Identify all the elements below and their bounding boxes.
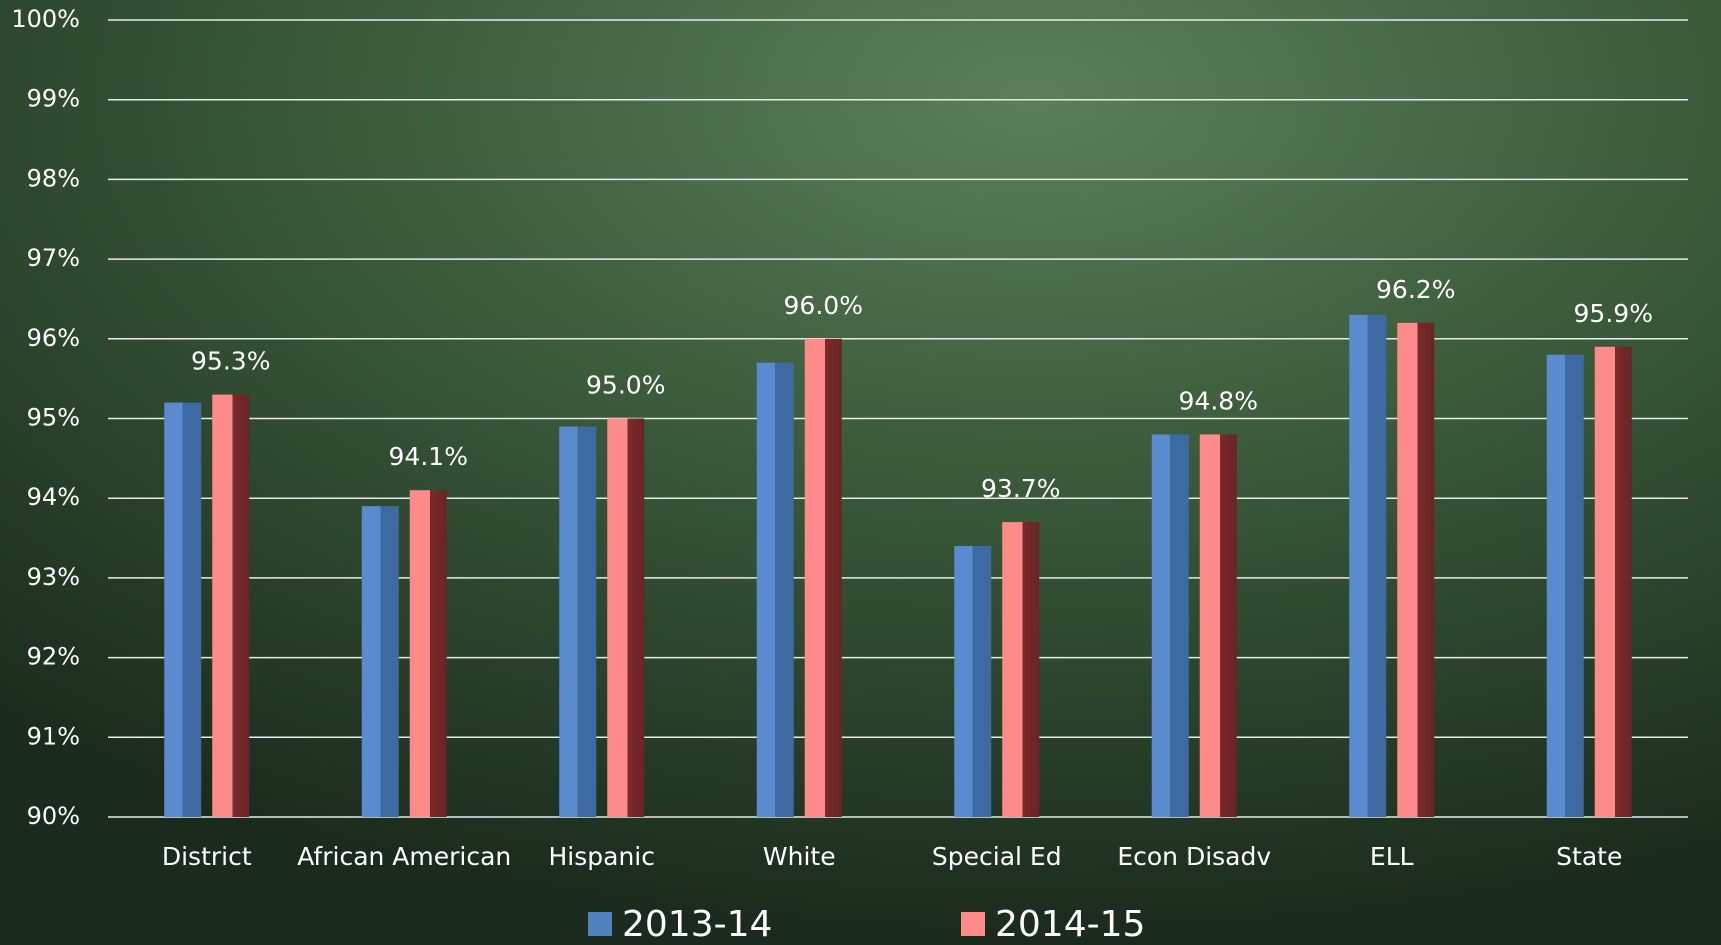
x-tick-label: Econ Disadv — [1117, 842, 1271, 871]
data-label: 96.2% — [1376, 275, 1455, 304]
x-tick-label: African American — [297, 842, 511, 871]
bar — [1546, 354, 1584, 817]
y-tick-label: 98% — [27, 164, 80, 192]
bar — [756, 362, 794, 817]
data-label: 94.1% — [389, 442, 468, 471]
bar — [361, 506, 399, 817]
data-label: 95.3% — [191, 347, 270, 376]
x-tick-label: State — [1556, 842, 1622, 871]
y-tick-label: 100% — [11, 5, 80, 33]
data-label: 95.9% — [1574, 299, 1653, 328]
y-tick-label: 96% — [27, 324, 80, 352]
data-label: 95.0% — [586, 371, 665, 400]
data-label: 93.7% — [981, 474, 1060, 503]
legend-label: 2013-14 — [622, 904, 772, 945]
bar — [607, 418, 645, 817]
bar — [1594, 346, 1632, 817]
bar — [1151, 434, 1189, 817]
x-tick-label: District — [162, 842, 252, 871]
y-tick-label: 97% — [27, 244, 80, 272]
x-tick-label: ELL — [1370, 842, 1414, 871]
bar — [1199, 434, 1237, 817]
y-tick-label: 93% — [27, 563, 80, 591]
legend-swatch — [588, 912, 612, 936]
legend-swatch — [961, 912, 985, 936]
bar — [164, 402, 202, 817]
bar — [409, 490, 447, 817]
x-tick-label: White — [763, 842, 836, 871]
bar — [1349, 314, 1387, 817]
bar — [1002, 522, 1040, 817]
x-tick-label: Hispanic — [549, 842, 656, 871]
y-tick-label: 91% — [27, 722, 80, 750]
bar — [1397, 322, 1435, 817]
data-label: 94.8% — [1179, 386, 1258, 415]
bar — [804, 338, 842, 817]
data-label: 96.0% — [784, 291, 863, 320]
bar — [954, 546, 992, 817]
y-tick-label: 95% — [27, 404, 80, 432]
legend-label: 2014-15 — [995, 904, 1145, 945]
y-tick-label: 92% — [27, 643, 80, 671]
y-tick-label: 99% — [27, 85, 80, 113]
y-tick-label: 90% — [27, 802, 80, 830]
y-tick-label: 94% — [27, 483, 80, 511]
bar — [212, 394, 250, 817]
bar — [559, 426, 597, 817]
x-tick-label: Special Ed — [932, 842, 1062, 871]
